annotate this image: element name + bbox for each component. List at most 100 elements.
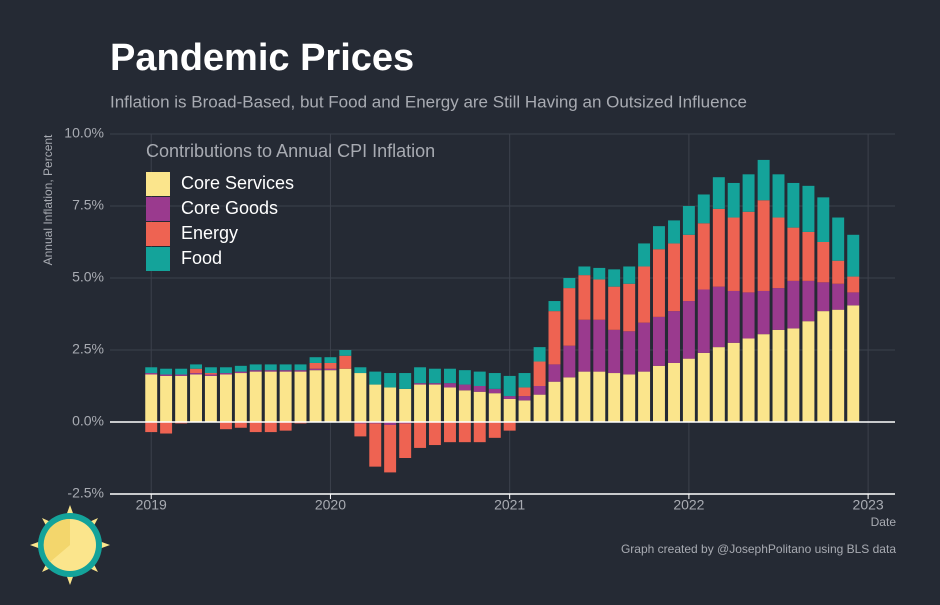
bar-segment [324, 370, 337, 422]
bar-segment [772, 288, 785, 330]
bar-segment [473, 386, 486, 392]
bar-segment [190, 364, 203, 369]
bar-segment [832, 309, 845, 422]
bar-segment [772, 329, 785, 422]
bar-segment [414, 383, 427, 385]
bar-segment [309, 368, 322, 371]
bar-segment [190, 373, 203, 375]
bar-segment [608, 373, 621, 422]
x-axis-title: Date [871, 515, 897, 529]
bar-segment [458, 390, 471, 422]
bar-segment [787, 280, 800, 329]
chart-subtitle: Inflation is Broad-Based, but Food and E… [110, 92, 747, 111]
bar-segment [638, 266, 651, 323]
bar-segment [160, 375, 173, 422]
bar-segment [234, 373, 247, 422]
bar-segment [802, 321, 815, 422]
bar-segment [279, 422, 292, 431]
bar-segment [623, 283, 636, 332]
bar-segment [518, 396, 531, 401]
axes: -2.5% 0.0% 2.5% 5.0% 7.5% 10.0% 2019 2020 2021 20… [64, 125, 895, 513]
bar-segment [488, 373, 501, 389]
y-tick-label: 0.0% [72, 413, 104, 429]
bars [145, 159, 860, 473]
bar-segment [623, 374, 636, 422]
bar-segment [473, 371, 486, 386]
x-tick-label: 2023 [853, 497, 884, 513]
bar-segment [309, 357, 322, 363]
bar-segment [488, 393, 501, 422]
bar-segment [503, 422, 516, 431]
bar-segment [145, 373, 158, 375]
bar-segment [503, 375, 516, 397]
bar-segment [369, 423, 382, 467]
bar-segment [444, 387, 456, 422]
bar-segment [354, 373, 367, 422]
bar-segment [324, 357, 337, 363]
bar-segment [668, 362, 680, 422]
bar-segment [533, 347, 546, 362]
bar-segment [249, 371, 262, 422]
bar-segment [727, 342, 740, 422]
bar-segment [369, 384, 382, 422]
bar-segment [428, 383, 441, 385]
bar-segment [160, 422, 173, 434]
legend-label: Food [181, 248, 222, 268]
bar-segment [488, 388, 501, 394]
bar-segment [279, 371, 292, 422]
bar-segment [548, 311, 561, 365]
bar-segment [458, 422, 471, 443]
bar-segment [817, 197, 830, 242]
bar-segment [204, 373, 217, 375]
bar-segment [533, 386, 546, 395]
bar-segment [593, 279, 606, 320]
bar-segment [234, 422, 247, 428]
bar-segment [593, 371, 606, 422]
bar-segment [727, 217, 740, 291]
bar-segment [249, 370, 262, 372]
bar-segment [414, 367, 427, 384]
bar-segment [160, 374, 173, 376]
bar-segment [473, 391, 486, 422]
bar-segment [145, 422, 158, 433]
bar-segment [682, 301, 695, 359]
bar-segment [563, 345, 576, 378]
bar-segment [847, 276, 860, 293]
bar-segment [742, 292, 755, 339]
bar-segment [757, 159, 770, 201]
bar-segment [712, 347, 725, 422]
y-tick-label: 10.0% [64, 125, 104, 141]
bar-segment [608, 329, 621, 374]
bar-segment [638, 243, 651, 267]
bar-segment [279, 370, 292, 372]
x-tick-label: 2019 [136, 497, 167, 513]
bar-segment [309, 370, 322, 422]
bar-segment [473, 422, 486, 443]
legend-label: Core Services [181, 173, 294, 193]
bar-segment [757, 200, 770, 291]
bar-segment [279, 364, 292, 371]
bar-segment [593, 267, 606, 280]
bar-segment [757, 334, 770, 422]
legend-swatch [146, 247, 170, 271]
bar-segment [638, 371, 651, 422]
bar-segment [847, 305, 860, 422]
bar-segment [697, 194, 710, 224]
bar-segment [638, 322, 651, 372]
bar-segment [847, 292, 860, 306]
bar-segment [548, 364, 561, 382]
bar-segment [399, 373, 412, 389]
bar-segment [458, 370, 471, 385]
bar-segment [727, 182, 740, 218]
bar-segment [444, 368, 456, 384]
bar-segment [757, 290, 770, 335]
bar-segment [175, 374, 188, 376]
logo [30, 505, 110, 585]
legend-label: Energy [181, 223, 238, 243]
bar-segment [817, 242, 830, 283]
caption: Graph created by @JosephPolitano using B… [621, 542, 896, 556]
bar-segment [563, 278, 576, 289]
bar-segment [234, 365, 247, 372]
chart-title: Pandemic Prices [110, 37, 414, 79]
bar-segment [190, 368, 203, 374]
